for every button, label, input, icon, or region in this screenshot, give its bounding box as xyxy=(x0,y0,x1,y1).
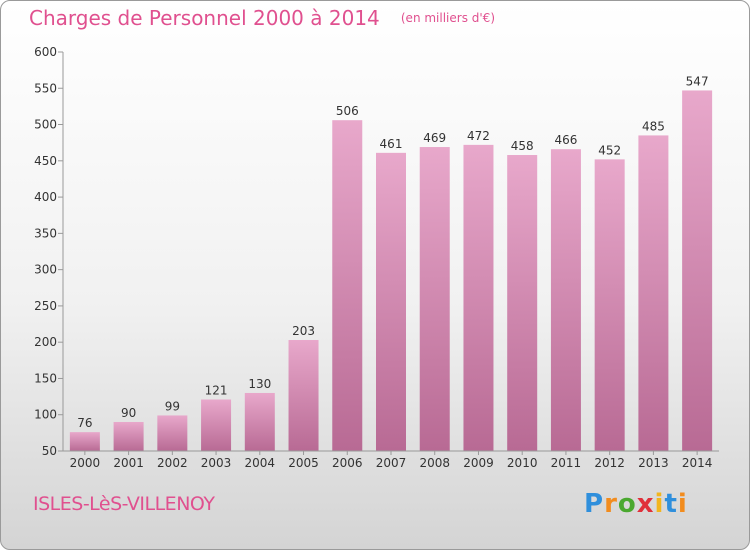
chart-title: Charges de Personnel 2000 à 2014 xyxy=(29,6,380,30)
bar-value-label: 472 xyxy=(467,129,490,143)
bar-value-label: 506 xyxy=(336,104,359,118)
bar xyxy=(288,340,319,451)
x-tick-label: 2008 xyxy=(419,456,450,470)
logo-letter: i xyxy=(677,489,688,519)
y-tick-label: 150 xyxy=(34,371,57,385)
x-tick-label: 2002 xyxy=(157,456,188,470)
axes-group: 50 100 150 200 250 300 350 400 450 500 550 600 2000 2… xyxy=(34,45,719,470)
bar xyxy=(244,392,275,451)
bar xyxy=(332,120,363,452)
bar xyxy=(201,399,232,451)
bar xyxy=(113,421,144,451)
y-tick-label: 300 xyxy=(34,263,57,277)
bar-value-label: 90 xyxy=(121,406,136,420)
x-tick-label: 2000 xyxy=(70,456,101,470)
logo-letter: x xyxy=(636,489,655,519)
y-tick-label: 400 xyxy=(34,190,57,204)
bar-value-label: 76 xyxy=(77,416,92,430)
x-tick-label: 2010 xyxy=(507,456,538,470)
logo-letter: r xyxy=(604,489,618,519)
x-tick-label: 2006 xyxy=(332,456,363,470)
bar-value-label: 203 xyxy=(292,324,315,338)
bar-value-label: 130 xyxy=(248,377,271,391)
x-tick-label: 2009 xyxy=(463,456,494,470)
bar-value-label: 461 xyxy=(380,137,403,151)
bar-value-label: 469 xyxy=(423,131,446,145)
bar xyxy=(376,152,406,451)
x-tick-label: 2001 xyxy=(113,456,144,470)
bar xyxy=(550,149,581,451)
bar-value-label: 452 xyxy=(598,143,621,157)
x-tick-label: 2011 xyxy=(551,456,582,470)
bar xyxy=(638,135,669,451)
y-tick-label: 250 xyxy=(34,299,57,313)
logo-letter: i xyxy=(654,489,665,519)
x-tick-label: 2003 xyxy=(201,456,232,470)
x-tick-label: 2007 xyxy=(376,456,407,470)
logo-letter: o xyxy=(617,489,637,519)
commune-name: ISLES-LèS-VILLENOY xyxy=(33,493,215,515)
chart-subtitle: (en milliers d'€) xyxy=(400,11,495,25)
bar-value-label: 121 xyxy=(205,383,228,397)
x-tick-label: 2012 xyxy=(594,456,625,470)
bar-value-label: 547 xyxy=(686,74,709,88)
x-tick-label: 2014 xyxy=(682,456,713,470)
y-tick-label: 200 xyxy=(34,335,57,349)
x-tick-label: 2005 xyxy=(288,456,319,470)
bar xyxy=(69,432,100,451)
bar-value-label: 485 xyxy=(642,119,665,133)
logo-letter: t xyxy=(664,489,678,519)
y-tick-label: 550 xyxy=(34,81,57,95)
bars-group: 76 90 99 121 130 203 506 461 469 472 458 466 452 485 5… xyxy=(69,74,713,452)
bar xyxy=(419,147,450,451)
logo-letter: P xyxy=(584,489,605,519)
y-tick-label: 450 xyxy=(34,154,57,168)
bar-value-label: 458 xyxy=(511,139,534,153)
proxiti-logo: Proxiti xyxy=(584,489,688,519)
y-tick-label: 600 xyxy=(34,45,57,59)
bar xyxy=(682,90,713,451)
bar xyxy=(463,144,494,451)
bar-value-label: 99 xyxy=(165,399,180,413)
bar-value-label: 466 xyxy=(554,133,577,147)
x-tick-label: 2004 xyxy=(245,456,276,470)
x-tick-label: 2013 xyxy=(638,456,669,470)
bar xyxy=(594,159,625,451)
y-tick-label: 350 xyxy=(34,226,57,240)
y-tick-label: 100 xyxy=(34,408,57,422)
chart-title-row: Charges de Personnel 2000 à 2014 (en mil… xyxy=(29,6,495,30)
bar xyxy=(507,155,538,452)
bar xyxy=(157,415,188,451)
y-tick-label: 50 xyxy=(42,444,57,458)
y-tick-label: 500 xyxy=(34,118,57,132)
